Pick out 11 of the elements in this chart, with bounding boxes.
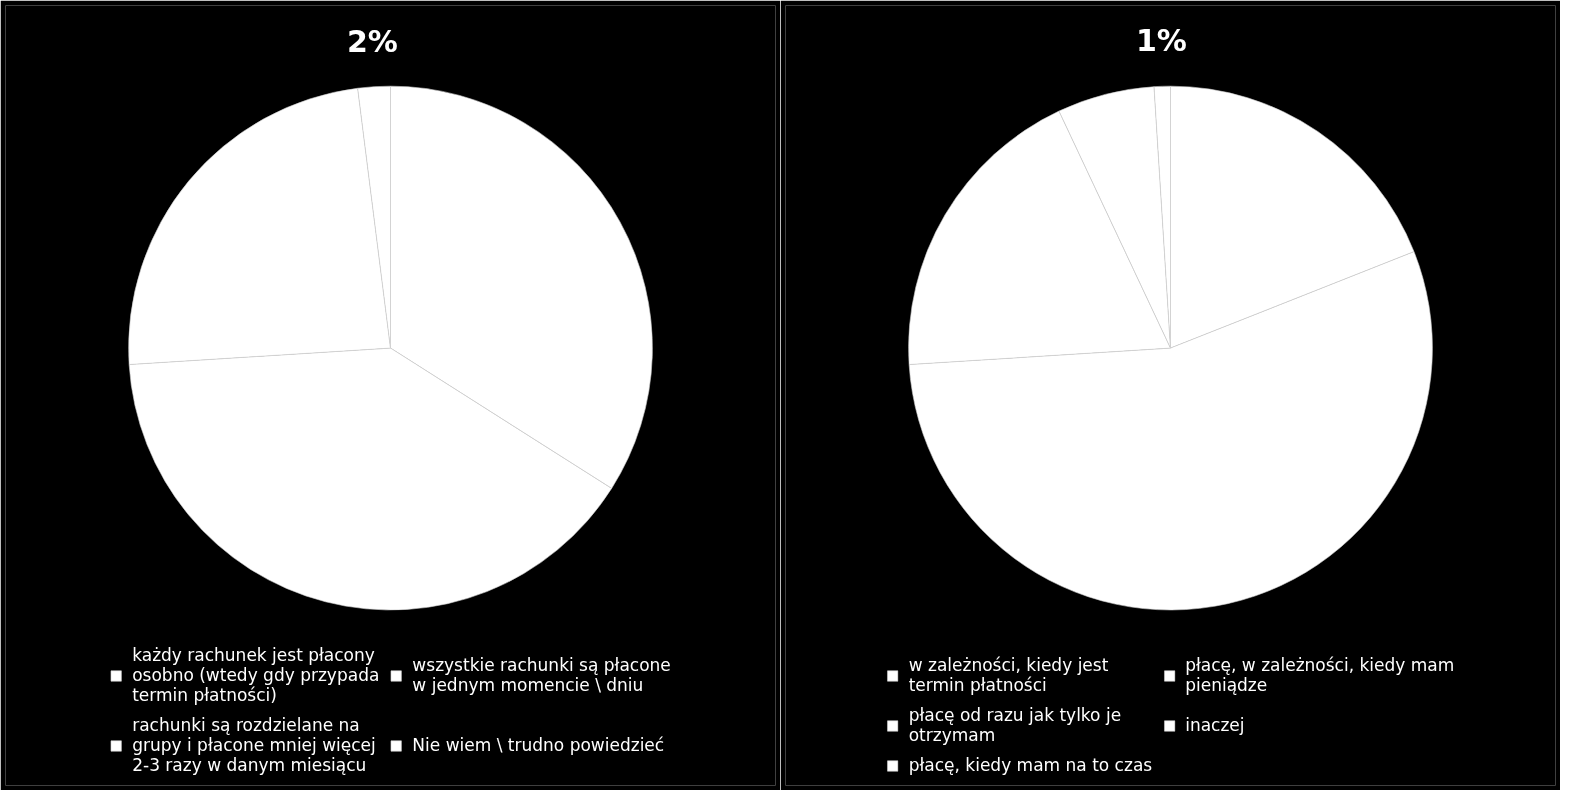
legend-label: wszystkie rachunki są płacone w jednym momencie \ dniu	[412, 655, 671, 695]
legend-label: płacę od razu jak tylko je otrzymam	[908, 705, 1122, 745]
data-label: 2%	[346, 23, 398, 59]
legend-label: każdy rachunek jest płacony osobno (wtedy gdy przypada termin płatności)	[132, 645, 380, 705]
legend-label: inaczej	[1185, 715, 1245, 735]
legend-label: w zależności, kiedy jest termin płatności	[908, 655, 1109, 695]
legend-label: rachunki są rozdzielane na grupy i płacone mniej więcej 2-3 razy w danym miesiącu	[132, 715, 376, 775]
data-label: 1%	[1135, 23, 1187, 59]
legend-label: płacę, kiedy mam na to czas	[908, 755, 1153, 775]
legend-label: płacę, w zależności, kiedy mam pieniądze	[1185, 655, 1455, 695]
legend-label: Nie wiem \ trudno powiedzieć	[412, 735, 665, 755]
